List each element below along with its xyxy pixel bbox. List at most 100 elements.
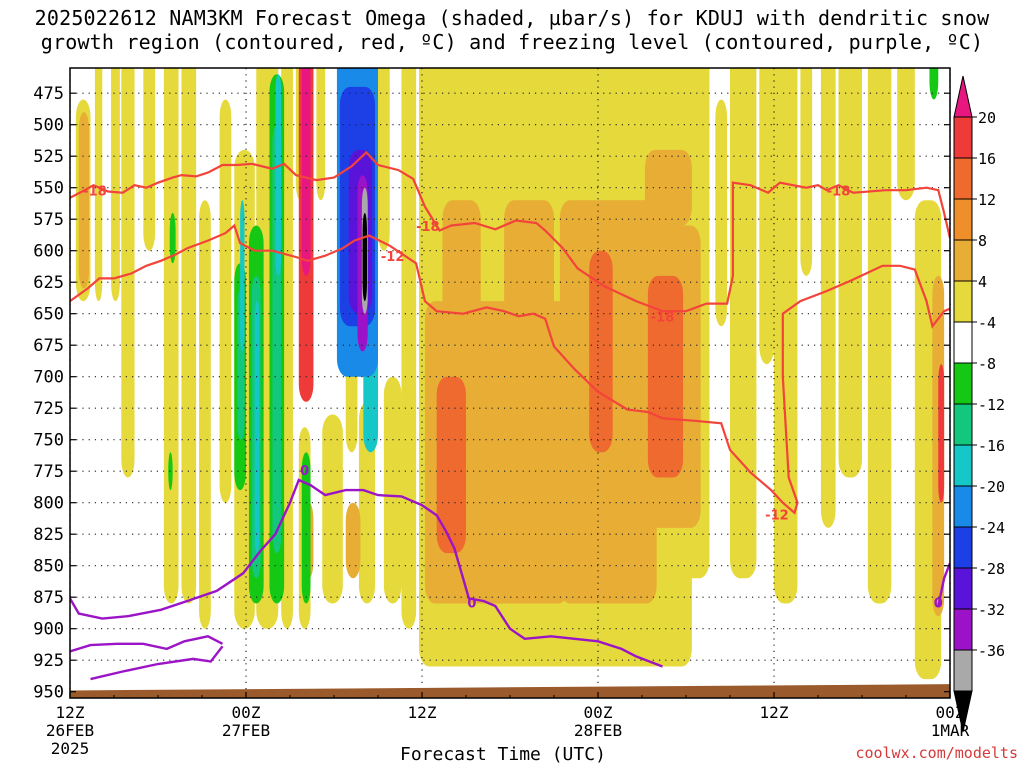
colorbar-bottom-arrow — [953, 690, 973, 733]
omega-cell — [219, 99, 232, 503]
x-axis-label: Forecast Time (UTC) — [400, 744, 606, 765]
y-tick-label: 525 — [33, 147, 64, 167]
omega-cell — [504, 200, 554, 377]
x-tick-date: 26FEB — [46, 721, 94, 740]
colorbar-label: -4 — [978, 314, 996, 332]
contour-label: -18 — [827, 184, 851, 199]
omega-cell — [316, 68, 326, 201]
y-tick-label: 925 — [33, 651, 64, 671]
colorbar-swatch — [953, 444, 973, 487]
contour-label: -12 — [381, 250, 405, 265]
omega-cell — [358, 401, 376, 604]
omega-cell — [181, 68, 197, 604]
colorbar-swatch — [953, 485, 973, 528]
omega-cell — [121, 68, 135, 478]
y-tick-label: 625 — [33, 273, 64, 293]
omega-cell — [345, 502, 361, 579]
colorbar-swatch — [953, 321, 973, 364]
omega-cell — [168, 452, 173, 491]
contour-minus-12 — [70, 223, 950, 515]
colorbar-label: 4 — [978, 273, 987, 291]
colorbar-label: 20 — [978, 109, 996, 127]
contour-minus-18 — [70, 150, 950, 313]
colorbar-swatch — [953, 198, 973, 241]
omega-cell — [199, 200, 211, 629]
colorbar-swatch — [953, 567, 973, 610]
y-tick-label: 775 — [33, 462, 64, 482]
colorbar-top-arrow — [953, 75, 973, 118]
colorbar-label: -28 — [978, 560, 1005, 578]
colorbar-label: -36 — [978, 642, 1005, 660]
colorbar-label: -24 — [978, 519, 1005, 537]
y-tick-label: 900 — [33, 620, 64, 640]
omega-cell — [143, 68, 156, 251]
omega-cell — [111, 68, 120, 302]
omega-cell — [163, 68, 179, 604]
omega-cell — [281, 68, 293, 629]
contour-label: 0 — [934, 597, 943, 612]
y-tick-label: 750 — [33, 431, 64, 451]
colorbar-swatch — [953, 116, 973, 159]
x-tick-label: 12Z — [760, 703, 789, 722]
x-tick-date: 27FEB — [222, 721, 270, 740]
y-tick-label: 675 — [33, 336, 64, 356]
y-tick-label: 475 — [33, 84, 64, 104]
chart-title-line-2: growth region (contoured, red, ºC) and f… — [40, 30, 984, 54]
y-tick-label: 600 — [33, 242, 64, 262]
colorbar-swatch — [953, 526, 973, 569]
omega-cell — [436, 376, 466, 554]
omega-cell — [800, 68, 813, 276]
omega-cell — [275, 74, 282, 276]
x-tick-label: 00Z — [584, 703, 613, 722]
y-tick-label: 700 — [33, 368, 64, 388]
omega-cell — [401, 68, 417, 629]
omega-cell — [362, 212, 367, 302]
contour-label: -18 — [83, 184, 107, 199]
colorbar-label: 16 — [978, 150, 996, 168]
contour-label: 0 — [300, 464, 309, 479]
colorbar-swatch — [953, 608, 973, 651]
y-tick-label: 875 — [33, 588, 64, 608]
omega-cell — [169, 212, 176, 264]
colorbar-label: 12 — [978, 191, 996, 209]
omega-cell — [589, 250, 613, 453]
omega-cell — [322, 414, 343, 604]
colorbar-swatch — [953, 280, 973, 323]
omega-cell — [867, 68, 892, 604]
omega-cell — [774, 68, 798, 604]
omega-cell — [929, 68, 939, 100]
colorbar-label: -16 — [978, 437, 1005, 455]
omega-cell — [644, 149, 692, 226]
credit-text: coolwx.com/modelts — [855, 744, 1018, 762]
y-tick-label: 800 — [33, 494, 64, 514]
omega-cell — [301, 68, 311, 276]
contour-freezing-level — [70, 635, 224, 653]
x-tick-label: 12Z — [56, 703, 85, 722]
colorbar-swatch — [953, 403, 973, 446]
x-tick-label: 00Z — [232, 703, 261, 722]
contour-label: -18 — [416, 220, 440, 235]
y-tick-label: 725 — [33, 399, 64, 419]
x-tick-label: 12Z — [408, 703, 437, 722]
contour-label: 0 — [467, 597, 476, 612]
contour-label: -12 — [765, 508, 789, 523]
contour-label: -18 — [651, 310, 675, 325]
colorbar-label: -8 — [978, 355, 996, 373]
y-tick-label: 500 — [33, 116, 64, 136]
omega-cell — [301, 452, 311, 604]
colorbar-swatch — [953, 239, 973, 282]
omega-cell — [94, 68, 103, 302]
y-tick-label: 575 — [33, 210, 64, 230]
y-tick-label: 950 — [33, 683, 64, 703]
y-tick-label: 850 — [33, 557, 64, 577]
colorbar-label: 8 — [978, 232, 987, 250]
y-tick-label: 650 — [33, 305, 64, 325]
contour-freezing-level — [90, 645, 224, 681]
colorbar-swatch — [953, 362, 973, 405]
omega-cell — [254, 301, 260, 554]
contour-freezing-level — [70, 478, 663, 668]
colorbar-label: -20 — [978, 478, 1005, 496]
omega-cell — [759, 68, 774, 365]
